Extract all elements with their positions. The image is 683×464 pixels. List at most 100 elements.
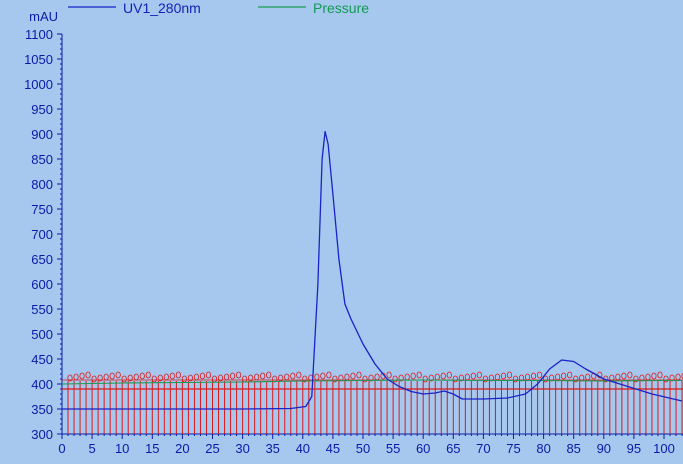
y-tick-label: 1050: [24, 52, 53, 67]
y-tick-label: 900: [31, 127, 53, 142]
fraction-mark-glyph: [133, 373, 139, 381]
fraction-mark-glyph: [482, 375, 488, 383]
fraction-mark-glyph: [416, 371, 422, 379]
x-tick-label: 70: [476, 441, 490, 456]
fraction-mark-glyph: [374, 373, 380, 381]
fraction-mark-glyph: [211, 375, 218, 383]
fraction-mark-glyph: [555, 373, 561, 381]
y-tick-label: 450: [31, 352, 53, 367]
fraction-mark-glyph: [404, 373, 410, 381]
fraction-mark-glyph: [428, 374, 434, 382]
fraction-mark-glyph: [452, 375, 458, 383]
fraction-mark-glyph: [139, 372, 145, 380]
fraction-mark-glyph: [332, 375, 338, 383]
fraction-mark-glyph: [254, 373, 260, 381]
y-tick-label: 350: [31, 402, 53, 417]
fraction-mark-glyph: [645, 373, 651, 381]
fraction-mark-glyph: [512, 375, 519, 383]
fraction-mark-glyph: [681, 372, 683, 380]
fraction-mark-glyph: [85, 371, 91, 379]
fraction-mark-glyph: [585, 373, 591, 381]
fraction-mark-glyph: [398, 374, 404, 382]
fraction-mark-glyph: [205, 371, 212, 379]
fraction-mark-glyph: [223, 373, 230, 381]
fraction-mark-glyph: [97, 374, 103, 382]
fraction-mark-glyph: [79, 372, 85, 380]
series-group: [62, 130, 683, 410]
fraction-mark-glyph: [615, 373, 621, 381]
fraction-mark-glyph: [235, 371, 242, 379]
fraction-mark-glyph: [217, 374, 224, 382]
series-line-uv1-280nm: [62, 130, 683, 410]
y-tick-label: 850: [31, 152, 53, 167]
fraction-mark-glyph: [344, 373, 350, 381]
fraction-mark-glyph: [464, 373, 470, 381]
fraction-mark-glyph: [229, 372, 236, 380]
fraction-mark-glyph: [169, 372, 175, 380]
fraction-mark-glyph: [350, 372, 356, 380]
y-tick-label: 600: [31, 277, 53, 292]
y-tick-label: 1000: [24, 77, 53, 92]
fraction-mark-glyph: [506, 371, 513, 379]
fraction-mark-glyph: [157, 374, 163, 382]
x-tick-label: 20: [175, 441, 189, 456]
fraction-mark-glyph: [320, 372, 326, 380]
fraction-mark-glyph: [91, 375, 97, 383]
x-tick-label: 25: [205, 441, 219, 456]
x-tick-label: 45: [326, 441, 340, 456]
x-tick-label: 5: [88, 441, 95, 456]
fraction-mark-glyph: [530, 372, 537, 380]
y-tick-label: 750: [31, 202, 53, 217]
fraction-mark-glyph: [675, 373, 681, 381]
fraction-mark-glyph: [476, 371, 482, 379]
y-tick-label: 300: [31, 427, 53, 442]
fraction-mark-glyph: [500, 372, 507, 380]
fraction-mark-glyph: [266, 371, 272, 379]
x-tick-label: 60: [416, 441, 430, 456]
fraction-mark-glyph: [103, 373, 109, 381]
fraction-mark-glyph: [434, 373, 440, 381]
legend-label-pressure: Pressure: [313, 0, 369, 16]
fraction-mark-glyph: [446, 371, 452, 379]
y-tick-label: 400: [31, 377, 53, 392]
x-tick-label: 85: [566, 441, 580, 456]
fraction-mark-glyph: [163, 373, 169, 381]
fraction-mark-glyph: [470, 372, 476, 380]
fraction-mark-glyph: [627, 371, 633, 379]
fraction-mark-glyph: [248, 374, 254, 382]
x-tick-label: 35: [265, 441, 279, 456]
fraction-mark-glyph: [290, 372, 296, 380]
fraction-mark-glyph: [362, 375, 368, 383]
fraction-mark-glyph: [73, 373, 79, 381]
fraction-mark-glyph: [314, 373, 320, 381]
series-line-pressure: [62, 379, 683, 385]
fraction-mark-glyph: [145, 371, 151, 379]
legend-label-uv1-280nm: UV1_280nm: [123, 0, 201, 16]
x-tick-label: 10: [115, 441, 129, 456]
x-tick-label: 15: [145, 441, 159, 456]
y-tick-label: 500: [31, 327, 53, 342]
fraction-mark-glyph: [109, 372, 115, 380]
fraction-mark-glyph: [561, 372, 567, 380]
x-tick-label: 55: [386, 441, 400, 456]
fraction-mark-glyph: [410, 372, 416, 380]
fraction-mark-glyph: [326, 371, 332, 379]
x-tick-label: 0: [58, 441, 65, 456]
x-tick-label: 75: [506, 441, 520, 456]
fraction-mark-glyph: [392, 375, 398, 383]
fraction-mark-glyph: [260, 372, 266, 380]
fraction-mark-glyph: [542, 375, 549, 383]
y-tick-label: 1100: [25, 27, 53, 42]
fraction-mark-glyph: [193, 373, 200, 381]
fraction-mark-glyph: [67, 374, 73, 382]
fraction-mark-glyph: [536, 371, 543, 379]
y-tick-label: 550: [31, 302, 53, 317]
fraction-mark-glyph: [458, 374, 464, 382]
fraction-mark-glyph: [121, 375, 127, 383]
y-tick-label: 650: [31, 252, 53, 267]
fraction-mark-glyph: [296, 371, 302, 379]
fraction-mark-glyph: [175, 371, 181, 379]
fraction-mark-glyph: [187, 374, 194, 382]
y-tick-label: 950: [31, 102, 53, 117]
